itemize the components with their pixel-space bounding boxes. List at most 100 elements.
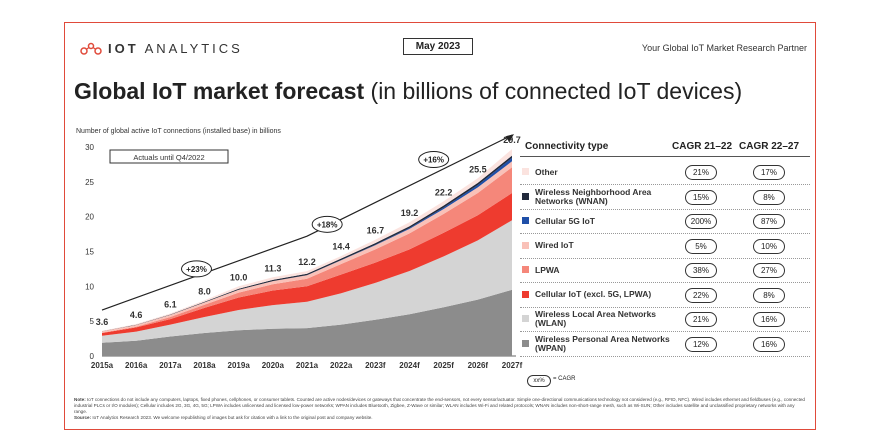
legend-swatch xyxy=(522,266,529,273)
footnote: Note: IoT connections do not include any… xyxy=(74,397,805,420)
x-tick-label: 2020a xyxy=(262,361,285,370)
cagr-22-27-value: 16% xyxy=(753,336,785,352)
cagr-21-22-value: 200% xyxy=(685,214,717,229)
growth-rate-label: +23% xyxy=(186,265,207,274)
date-badge: May 2023 xyxy=(403,38,473,55)
legend-swatch xyxy=(522,168,529,175)
cagr-21-22-value: 21% xyxy=(685,312,717,327)
table-header-connectivity: Connectivity type xyxy=(525,141,609,152)
total-data-label: 3.6 xyxy=(96,317,109,327)
connectivity-label: Wired IoT xyxy=(535,240,574,250)
x-tick-label: 2021a xyxy=(296,361,319,370)
total-data-label: 22.2 xyxy=(435,187,453,197)
y-tick-label: 10 xyxy=(85,282,94,291)
cagr-22-27-value: 10% xyxy=(753,238,785,254)
legend-swatch xyxy=(522,241,529,249)
total-data-label: 4.6 xyxy=(130,310,143,320)
partner-tagline: Your Global IoT Market Research Partner xyxy=(641,43,807,53)
growth-bubble xyxy=(311,215,343,233)
cagr-21-22-value: 38% xyxy=(685,263,717,278)
actuals-label: Actuals until Q4/2022 xyxy=(133,153,204,162)
table-row: Wireless Personal Area Networks (WPAN) 12… xyxy=(520,332,810,357)
table-row: Cellular 5G IoT 200% 87% xyxy=(520,209,810,234)
y-tick-label: 5 xyxy=(90,317,95,326)
actuals-box xyxy=(109,149,229,164)
table-row: LPWA 38% 27% xyxy=(520,258,810,283)
cagr-21-22-value: 21% xyxy=(685,165,717,180)
table-header-cagr2: CAGR 22–27 xyxy=(739,141,800,152)
legend-swatch xyxy=(522,217,529,224)
cagr-22-27-value: 17% xyxy=(753,165,785,180)
cagr-22-27-value: 87% xyxy=(753,214,785,229)
connectivity-label: Cellular IoT (excl. 5G, LPWA) xyxy=(535,289,652,299)
cagr-22-27-value: 8% xyxy=(753,189,785,205)
connectivity-label: Wireless Personal Area Networks (WPAN) xyxy=(535,333,670,353)
x-tick-label: 2023f xyxy=(365,361,386,370)
x-tick-label: 2027f xyxy=(502,361,523,370)
total-data-label: 6.1 xyxy=(164,300,177,310)
total-data-label: 25.5 xyxy=(469,164,487,174)
y-tick-label: 20 xyxy=(85,213,94,222)
cagr-legend-text: = CAGR xyxy=(553,376,576,382)
page-title: Global IoT market forecast (in billions … xyxy=(74,78,743,104)
connectivity-label: LPWA xyxy=(535,264,560,275)
x-tick-label: 2018a xyxy=(193,361,216,370)
cagr-legend-pill: xx% xyxy=(527,375,551,387)
connectivity-label: Cellular 5G IoT xyxy=(535,215,595,226)
series-area xyxy=(102,220,512,343)
total-data-label: 14.4 xyxy=(332,242,350,252)
trend-arrowhead xyxy=(506,134,514,143)
table-row: Wireless Local Area Networks (WLAN) 21% 16… xyxy=(520,307,810,332)
cagr-22-27-value: 8% xyxy=(753,287,785,303)
table-header-cagr1: CAGR 21–22 xyxy=(672,141,733,152)
cagr-22-27-value: 16% xyxy=(753,312,785,327)
chart-caption: Number of global active IoT connections … xyxy=(76,128,281,135)
y-tick-label: 15 xyxy=(85,248,94,257)
x-tick-label: 2017a xyxy=(159,361,182,370)
cagr-21-22-value: 5% xyxy=(685,238,717,254)
x-tick-label: 2026f xyxy=(468,361,489,370)
growth-rate-label: +16% xyxy=(423,156,444,165)
series-area xyxy=(102,289,512,356)
x-tick-label: 2015a xyxy=(91,361,114,370)
y-tick-label: 30 xyxy=(85,143,94,152)
x-tick-label: 2024f xyxy=(399,361,420,370)
cagr-21-22-value: 12% xyxy=(685,336,717,352)
table-row: Wireless Neighborhood Area Networks (WNA… xyxy=(520,185,810,210)
logo-text: IOT ANALYTICS xyxy=(108,41,243,56)
total-data-label: 19.2 xyxy=(401,208,419,218)
y-tick-label: 0 xyxy=(90,352,95,361)
connectivity-label: Wireless Neighborhood Area Networks (WNA… xyxy=(535,186,652,206)
cagr-21-22-value: 22% xyxy=(685,287,717,303)
legend-swatch xyxy=(522,290,529,298)
table-divider xyxy=(520,156,810,157)
x-tick-label: 2019a xyxy=(228,361,251,370)
total-data-label: 11.3 xyxy=(264,263,281,273)
growth-trend-line xyxy=(101,134,513,311)
total-data-label: 29.7 xyxy=(503,135,521,145)
cagr-21-22-value: 15% xyxy=(685,189,717,205)
cagr-22-27-value: 27% xyxy=(753,263,785,278)
legend-swatch xyxy=(522,315,529,322)
total-data-label: 8.0 xyxy=(198,286,211,296)
brand-logo: IOT ANALYTICS xyxy=(80,41,243,56)
table-row: Other 21% 17% xyxy=(520,160,810,185)
network-nodes-icon xyxy=(80,42,102,55)
total-data-label: 16.7 xyxy=(367,226,385,236)
y-tick-label: 25 xyxy=(85,178,94,187)
x-tick-label: 2016a xyxy=(125,361,148,370)
connectivity-label: Wireless Local Area Networks (WLAN) xyxy=(535,309,657,328)
growth-bubble xyxy=(418,151,450,169)
table-row: Cellular IoT (excl. 5G, LPWA) 22% 8% xyxy=(520,283,810,308)
growth-bubble xyxy=(181,260,212,278)
growth-rate-label: +18% xyxy=(317,220,338,229)
x-tick-label: 2025f xyxy=(433,361,454,370)
total-data-label: 12.2 xyxy=(298,257,316,267)
legend-swatch xyxy=(522,192,529,200)
table-row: Wired IoT 5% 10% xyxy=(520,234,810,259)
connectivity-label: Other xyxy=(535,166,558,177)
legend-swatch xyxy=(522,339,529,347)
total-data-label: 10.0 xyxy=(230,272,248,282)
x-tick-label: 2022a xyxy=(330,361,353,370)
